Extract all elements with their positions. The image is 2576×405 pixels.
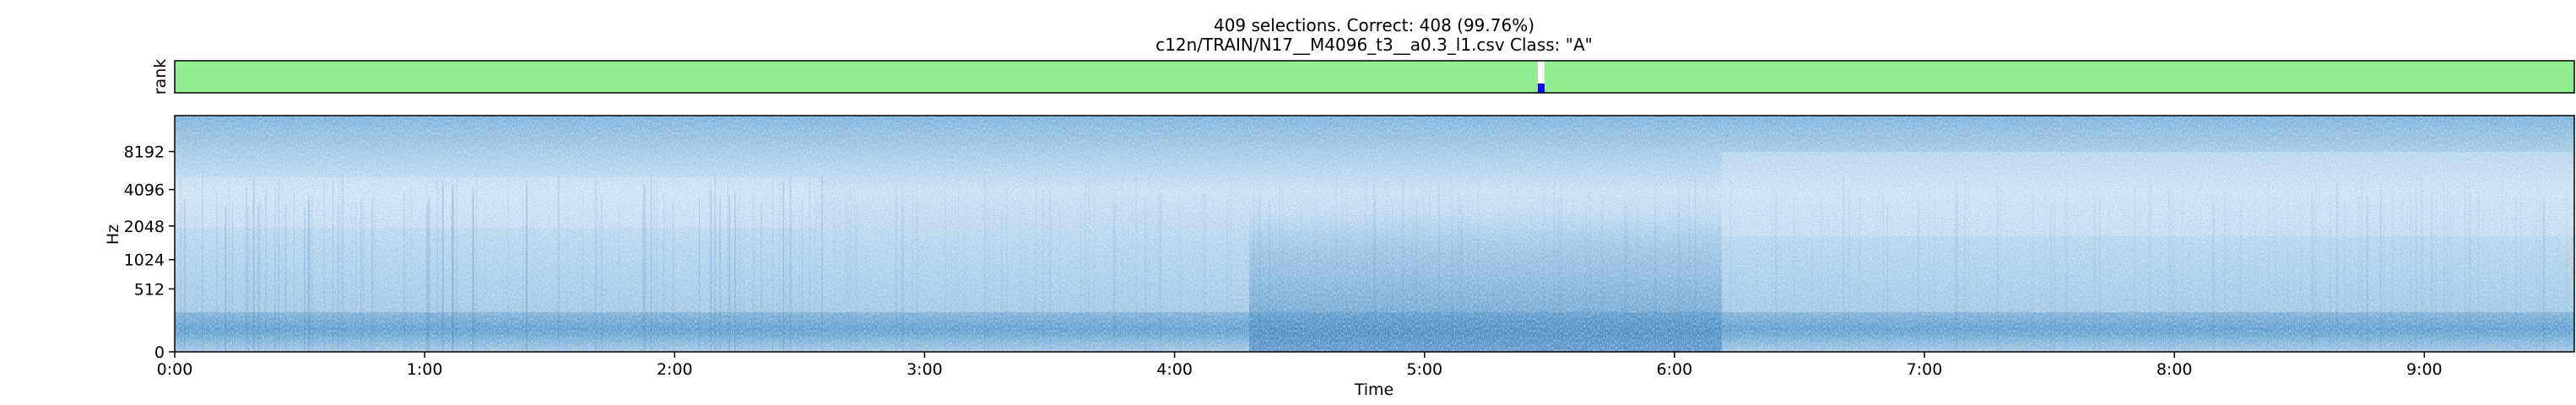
y-axis-label: Hz <box>104 224 122 245</box>
rank-marker-bottom <box>1537 84 1545 93</box>
x-tick-label: 8:00 <box>2157 360 2193 379</box>
rank-marker-top <box>1537 61 1545 84</box>
y-tick-label: 0 <box>154 343 165 362</box>
x-tick-label: 6:00 <box>1657 360 1693 379</box>
y-axis: 0 512 1024 2048 4096 8192 <box>124 143 175 362</box>
chart-title-line2: c12n/TRAIN/N17__M4096_t3__a0.3_l1.csv Cl… <box>1155 35 1593 55</box>
y-tick-label: 1024 <box>124 251 165 270</box>
rank-frame <box>174 60 2575 94</box>
x-tick-label: 7:00 <box>1907 360 1943 379</box>
spectrogram-panel: 0:00 1:00 2:00 3:00 4:00 5:00 6:00 7:00 8:00 9:00… <box>104 115 2575 399</box>
x-tick-label: 9:00 <box>2406 360 2443 379</box>
chart-title-line1: 409 selections. Correct: 408 (99.76%) <box>1214 15 1534 35</box>
x-tick-label: 2:00 <box>657 360 693 379</box>
x-tick-label: 4:00 <box>1156 360 1193 379</box>
rank-background <box>175 61 2574 93</box>
spectrogram-frame <box>174 115 2575 353</box>
x-tick-label: 0:00 <box>157 360 193 379</box>
rank-panel: rank <box>151 59 2575 95</box>
x-tick-label: 1:00 <box>407 360 443 379</box>
y-tick-label: 8192 <box>124 143 165 162</box>
y-tick-label: 512 <box>134 280 165 299</box>
rank-ylabel: rank <box>151 59 170 95</box>
spectrogram-speckle-dark <box>175 116 2574 352</box>
y-tick-label: 4096 <box>124 181 165 200</box>
x-axis-label: Time <box>1354 381 1394 399</box>
spectrogram-vertical-striations <box>180 175 2568 352</box>
x-tick-label: 3:00 <box>906 360 943 379</box>
y-tick-label: 2048 <box>124 218 165 236</box>
x-axis: 0:00 1:00 2:00 3:00 4:00 5:00 6:00 7:00 8:00 9:00 <box>157 352 2443 379</box>
x-tick-label: 5:00 <box>1406 360 1442 379</box>
